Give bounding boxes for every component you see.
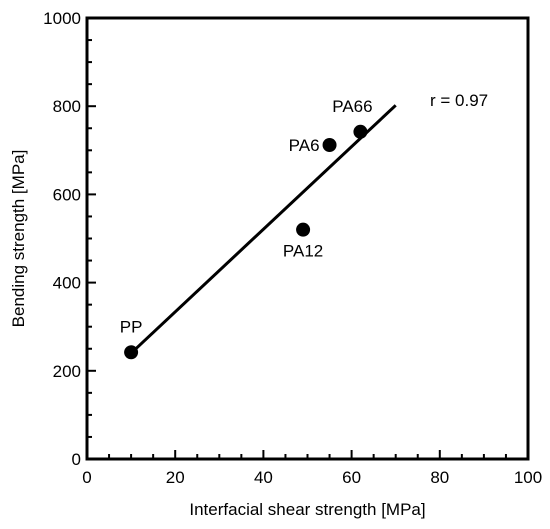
y-tick-label: 200 xyxy=(53,362,81,381)
x-tick-label: 60 xyxy=(342,468,361,487)
point-label-pa66: PA66 xyxy=(332,97,372,116)
x-tick-label: 0 xyxy=(82,468,91,487)
correlation-annotation: r = 0.97 xyxy=(430,91,488,110)
y-tick-label: 1000 xyxy=(43,9,81,28)
x-tick-label: 100 xyxy=(514,468,542,487)
points-layer: PP PA12 PA6 PA66 xyxy=(120,97,373,360)
y-tick-label: 0 xyxy=(72,450,81,469)
data-point-pa6 xyxy=(322,138,337,153)
x-tick-label: 40 xyxy=(254,468,273,487)
data-point-pa12 xyxy=(296,222,311,237)
point-label-pa6: PA6 xyxy=(289,136,320,155)
point-label-pp: PP xyxy=(120,317,143,336)
y-tick-label: 800 xyxy=(53,97,81,116)
fit-line xyxy=(130,104,397,355)
y-tick-label: 400 xyxy=(53,274,81,293)
y-tick-label: 600 xyxy=(53,185,81,204)
data-point-pp xyxy=(124,345,139,360)
x-tick-label: 80 xyxy=(430,468,449,487)
data-point-pa66 xyxy=(353,124,368,139)
y-axis-title: Bending strength [MPa] xyxy=(9,150,28,328)
plot-frame xyxy=(85,16,530,461)
x-tick-label: 20 xyxy=(166,468,185,487)
point-label-pa12: PA12 xyxy=(283,242,323,261)
x-axis-title: Interfacial shear strength [MPa] xyxy=(189,500,425,519)
